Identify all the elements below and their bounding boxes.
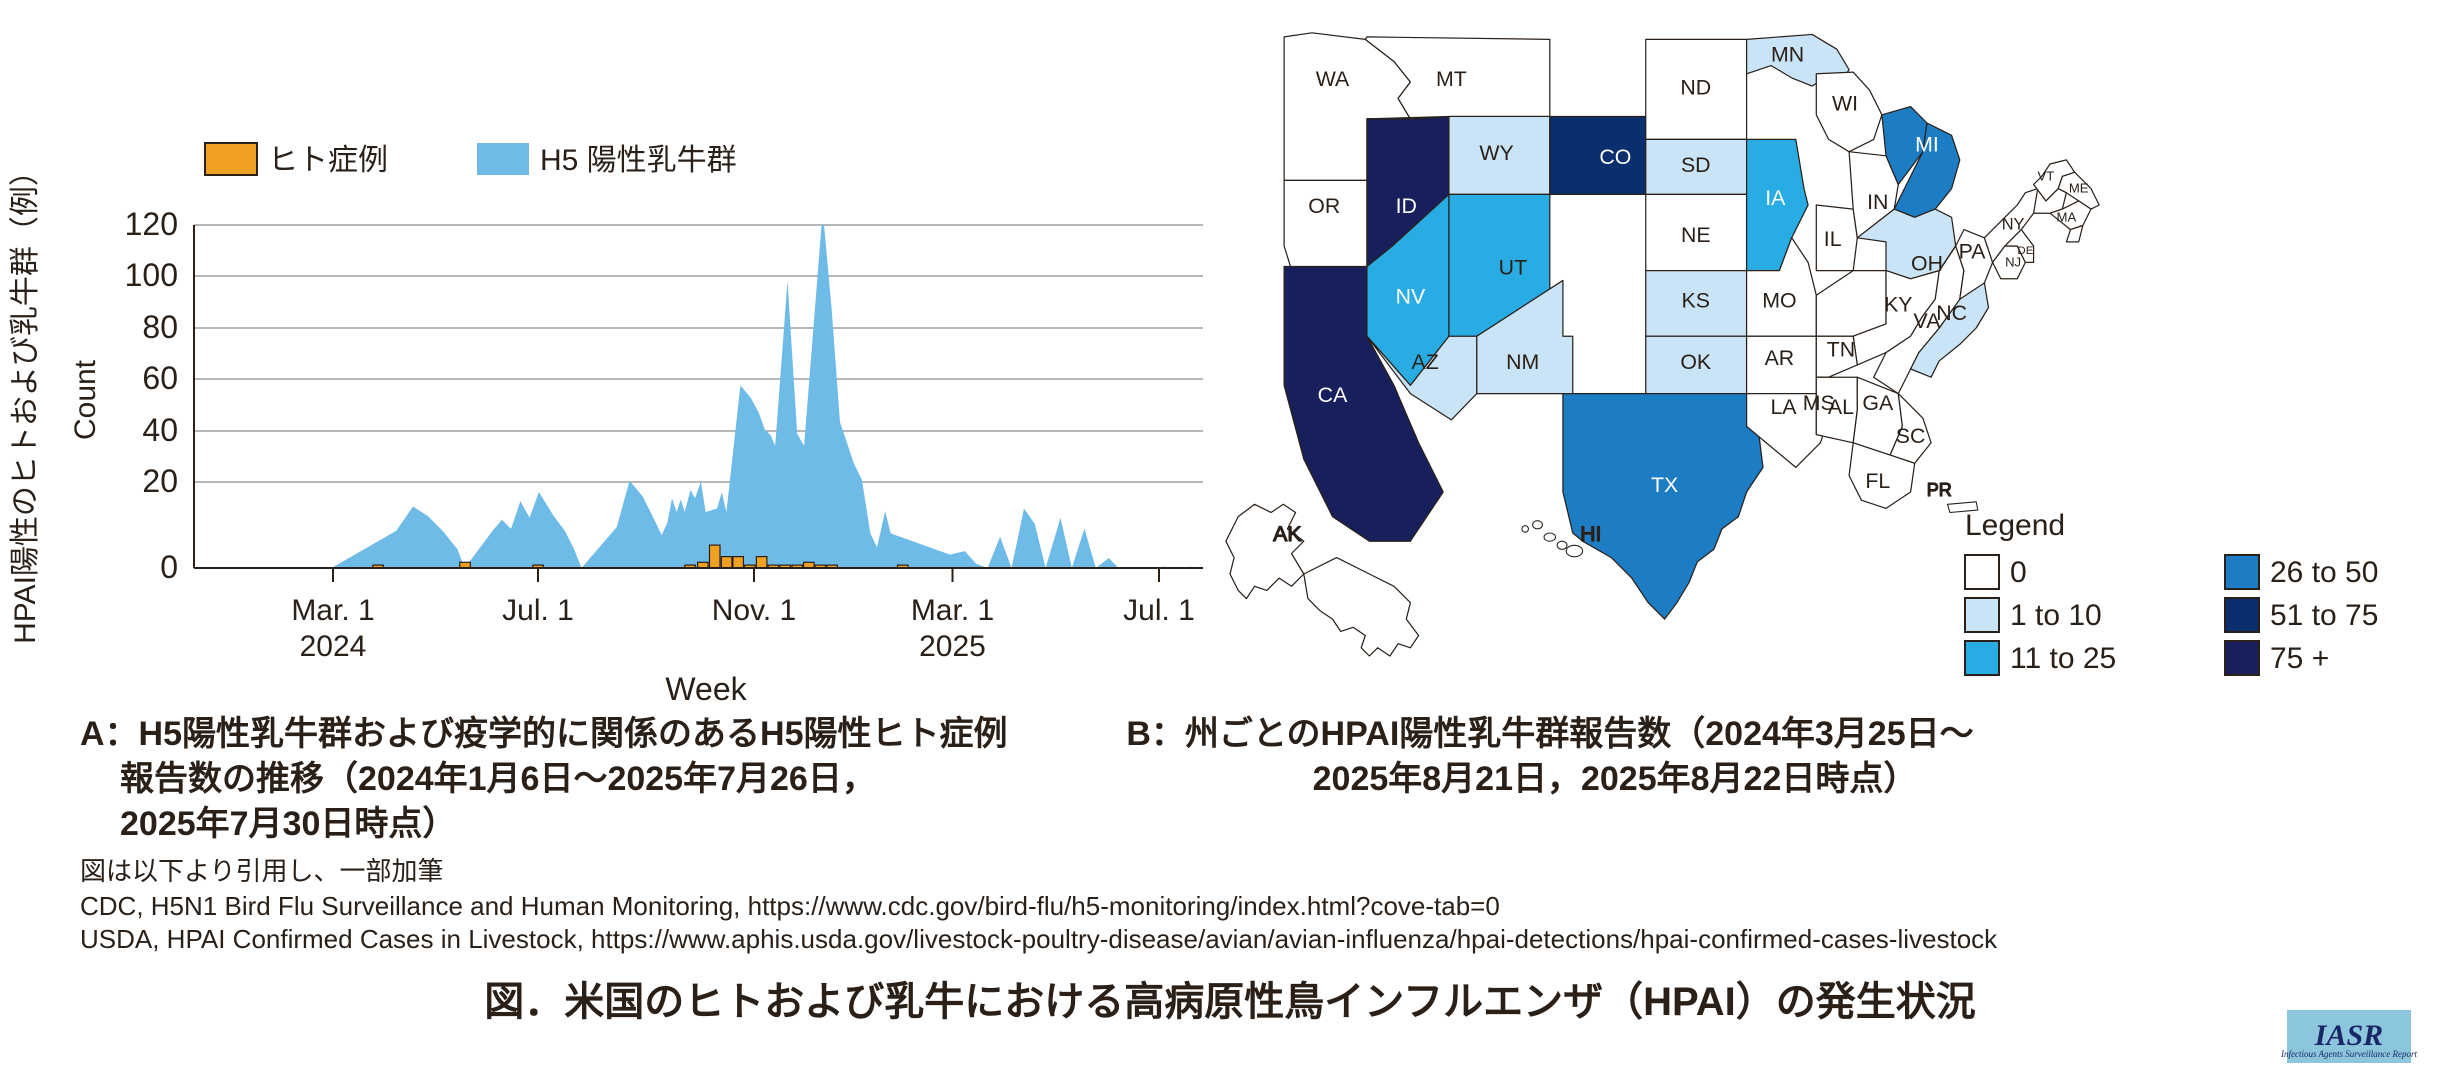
svg-text:100: 100 (125, 257, 178, 293)
svg-text:1 to 10: 1 to 10 (2010, 599, 2102, 632)
svg-text:図は以下より引用し、一部加筆: 図は以下より引用し、一部加筆 (80, 856, 443, 886)
svg-text:ND: ND (1680, 75, 1711, 99)
svg-text:CDC, H5N1 Bird Flu Surveillanc: CDC, H5N1 Bird Flu Surveillance and Huma… (80, 891, 1500, 921)
svg-text:USDA, HPAI Confirmed Cases in: USDA, HPAI Confirmed Cases in Livestock,… (80, 924, 1998, 954)
svg-text:2025年8月21日，2025年8月22日時点）: 2025年8月21日，2025年8月22日時点） (1313, 759, 1918, 798)
svg-text:MT: MT (1436, 67, 1467, 91)
svg-text:NM: NM (1506, 350, 1539, 374)
svg-text:CA: CA (1318, 383, 1348, 407)
svg-text:ME: ME (2069, 181, 2089, 196)
svg-text:Jul. 1: Jul. 1 (502, 594, 574, 627)
svg-text:WA: WA (1316, 67, 1350, 91)
svg-text:NV: NV (1396, 284, 1426, 308)
svg-text:VT: VT (2038, 168, 2055, 183)
svg-text:WI: WI (1832, 92, 1858, 116)
svg-text:AZ: AZ (1412, 350, 1439, 374)
svg-text:UT: UT (1499, 256, 1527, 280)
svg-text:図．米国のヒトおよび乳牛における高病原性鳥インフルエンザ（H: 図．米国のヒトおよび乳牛における高病原性鳥インフルエンザ（HPAI）の発生状況 (484, 980, 1975, 1024)
svg-text:MO: MO (1762, 289, 1796, 313)
svg-text:AR: AR (1765, 346, 1795, 370)
svg-text:60: 60 (142, 360, 178, 396)
svg-text:IL: IL (1824, 227, 1842, 251)
svg-text:IA: IA (1765, 186, 1786, 210)
svg-text:B：州ごとのHPAI陽性乳牛群報告数（2024年3月25日～: B：州ごとのHPAI陽性乳牛群報告数（2024年3月25日～ (1126, 714, 1973, 753)
svg-text:OH: OH (1911, 252, 1943, 276)
svg-text:ID: ID (1396, 194, 1417, 218)
svg-text:Count: Count (69, 359, 102, 440)
svg-text:AK: AK (1273, 522, 1301, 546)
svg-text:Week: Week (665, 671, 747, 707)
svg-text:PR: PR (1927, 480, 1952, 500)
svg-text:MN: MN (1771, 43, 1804, 67)
svg-text:SD: SD (1681, 153, 1711, 177)
svg-text:IN: IN (1867, 190, 1888, 214)
svg-text:HPAI陽性のヒトおよび乳牛群（例）: HPAI陽性のヒトおよび乳牛群（例） (9, 156, 42, 644)
svg-text:OK: OK (1680, 350, 1711, 374)
svg-text:TN: TN (1827, 338, 1855, 362)
svg-text:51 to 75: 51 to 75 (2270, 599, 2378, 632)
svg-text:2025年7月30日時点）: 2025年7月30日時点） (120, 804, 456, 843)
svg-text:80: 80 (142, 309, 178, 345)
svg-text:報告数の推移（2024年1月6日～2025年7月26日，: 報告数の推移（2024年1月6日～2025年7月26日， (120, 759, 876, 798)
svg-text:Legend: Legend (1965, 509, 2065, 542)
svg-text:0: 0 (160, 549, 178, 585)
svg-text:WY: WY (1479, 141, 1513, 165)
svg-text:Mar. 1: Mar. 1 (291, 594, 374, 627)
svg-text:KS: KS (1682, 289, 1710, 313)
svg-text:H5 陽性乳牛群: H5 陽性乳牛群 (540, 144, 737, 177)
svg-text:FL: FL (1865, 469, 1890, 493)
svg-text:KY: KY (1884, 293, 1912, 317)
svg-text:2025: 2025 (919, 630, 986, 663)
svg-text:NC: NC (1936, 301, 1967, 325)
svg-text:NE: NE (1681, 223, 1711, 247)
svg-text:HI: HI (1580, 522, 1601, 546)
svg-text:TX: TX (1651, 473, 1678, 497)
svg-text:GA: GA (1862, 391, 1894, 415)
svg-text:2024: 2024 (300, 630, 367, 663)
svg-text:LA: LA (1770, 395, 1797, 419)
svg-text:IASR: IASR (2314, 1019, 2383, 1052)
svg-text:MA: MA (2057, 209, 2077, 224)
svg-text:Infectious Agents Surveillance: Infectious Agents Surveillance Report (2280, 1049, 2418, 1059)
svg-text:11 to 25: 11 to 25 (2010, 642, 2116, 675)
svg-text:0: 0 (2010, 556, 2027, 589)
svg-text:MI: MI (1915, 133, 1939, 157)
svg-text:120: 120 (125, 206, 178, 242)
svg-text:PA: PA (1959, 239, 1987, 263)
svg-text:75 +: 75 + (2270, 642, 2329, 675)
svg-text:26 to 50: 26 to 50 (2270, 556, 2378, 589)
svg-text:NY: NY (2002, 216, 2025, 234)
svg-text:OR: OR (1308, 194, 1340, 218)
svg-text:Nov. 1: Nov. 1 (712, 594, 796, 627)
svg-text:SC: SC (1896, 424, 1926, 448)
svg-text:CO: CO (1599, 145, 1631, 169)
svg-text:40: 40 (142, 412, 178, 448)
svg-text:Jul. 1: Jul. 1 (1123, 594, 1195, 627)
svg-text:A：H5陽性乳牛群および疫学的に関係のあるH5陽性ヒト症例: A：H5陽性乳牛群および疫学的に関係のあるH5陽性ヒト症例 (80, 714, 1007, 753)
svg-text:DE: DE (2017, 245, 2033, 257)
svg-text:20: 20 (142, 463, 178, 499)
svg-text:Mar. 1: Mar. 1 (911, 594, 994, 627)
svg-text:AL: AL (1828, 395, 1854, 419)
svg-text:ヒト症例: ヒト症例 (268, 144, 388, 177)
